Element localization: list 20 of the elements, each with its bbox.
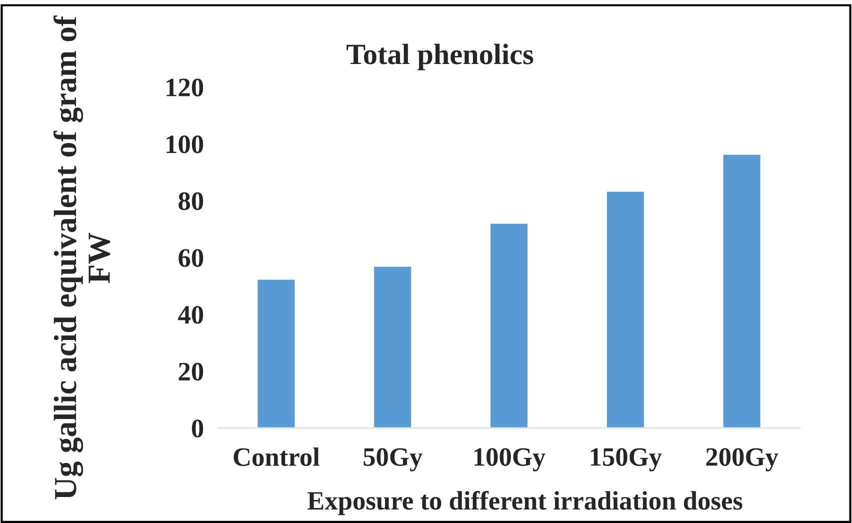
bar: [606, 190, 646, 428]
bar: [489, 222, 529, 428]
x-axis-title: Exposure to different irradiation doses: [307, 490, 742, 516]
y-tick-label: 100: [166, 135, 204, 154]
y-axis-title: Ug gallic acid equivalent of gram of FW: [54, 15, 110, 500]
y-tick-label: 80: [178, 192, 204, 210]
y-tick-label: 0: [192, 420, 204, 438]
y-tick-label: 120: [166, 78, 204, 96]
x-tick-label: 50Gy: [364, 448, 422, 472]
x-tick-label: 200Gy: [706, 448, 778, 472]
bar: [372, 265, 412, 428]
y-tick-label: 20: [178, 362, 204, 381]
y-tick-label: 40: [178, 306, 204, 324]
chart-title: Total phenolics: [346, 44, 534, 70]
bar: [722, 153, 762, 428]
bar: [256, 278, 296, 428]
x-tick-label: 100Gy: [474, 448, 546, 472]
x-tick-label: 150Gy: [590, 448, 662, 472]
y-tick-label: 60: [178, 249, 204, 267]
x-tick-label: Control: [234, 447, 320, 466]
